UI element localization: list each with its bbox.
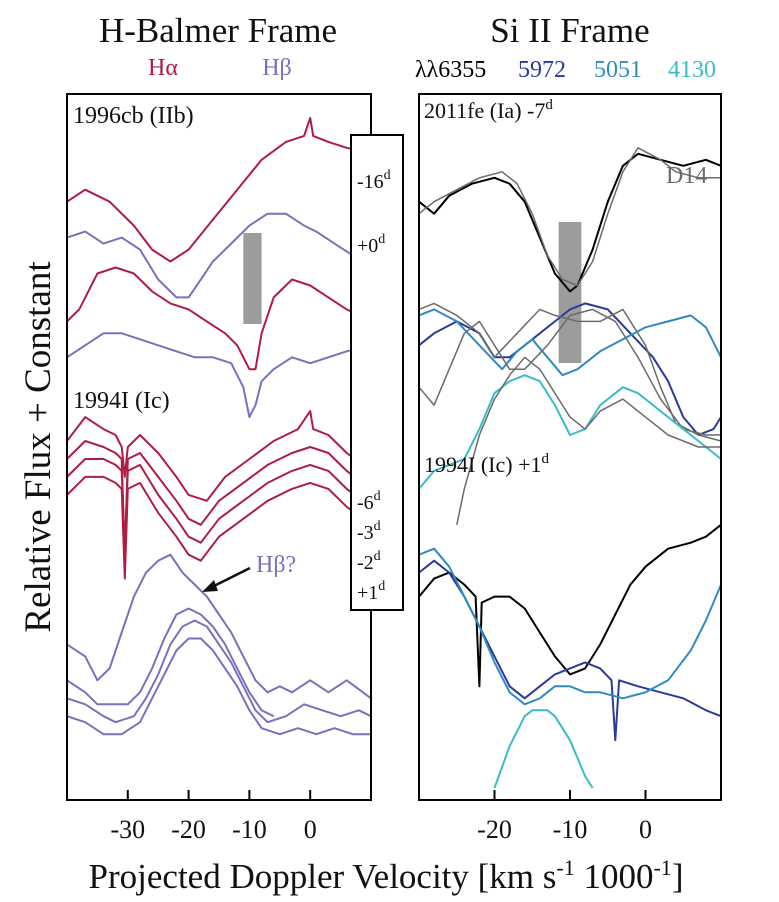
series-line-right-4 bbox=[418, 308, 722, 377]
epoch-label: -6d bbox=[357, 489, 381, 514]
model-label-d14: D14 bbox=[666, 163, 707, 189]
series-line-right-3 bbox=[418, 302, 722, 442]
series-line-left-2 bbox=[66, 266, 372, 371]
series-line-left-10 bbox=[66, 619, 372, 724]
left-panel-frame bbox=[66, 93, 372, 801]
right-series-group bbox=[418, 147, 722, 789]
epoch-label: -16d bbox=[357, 168, 391, 193]
series-line-right-11 bbox=[493, 709, 594, 789]
velocity-shade-left bbox=[243, 233, 262, 324]
series-line-left-7 bbox=[66, 475, 372, 580]
annotation-arrowhead bbox=[202, 580, 218, 592]
series-line-right-9 bbox=[418, 559, 722, 742]
x-tick-label-right: 0 bbox=[639, 815, 652, 844]
series-line-right-7 bbox=[456, 356, 721, 525]
series-line-right-1 bbox=[418, 147, 721, 287]
left-series-group bbox=[66, 116, 372, 736]
series-line-right-10 bbox=[418, 547, 722, 706]
series-line-right-5 bbox=[418, 308, 721, 436]
legend-si6355: λλ6355 bbox=[415, 57, 486, 83]
series-line-left-4 bbox=[66, 410, 372, 502]
x-tick-label-right: -20 bbox=[477, 815, 512, 844]
left-panel-title: H-Balmer Frame bbox=[99, 11, 337, 50]
x-tick-label-right: -10 bbox=[553, 815, 588, 844]
y-axis-label: Relative Flux + Constant bbox=[18, 261, 59, 633]
series-line-left-3 bbox=[66, 332, 372, 419]
series-line-right-2 bbox=[418, 302, 722, 436]
label-1996cb: 1996cb (IIb) bbox=[73, 103, 194, 129]
series-line-left-0 bbox=[66, 116, 372, 263]
hbeta-annotation: Hβ? bbox=[256, 552, 296, 578]
legend-hbeta: Hβ bbox=[262, 55, 292, 81]
series-line-left-8 bbox=[66, 553, 372, 700]
x-tick-label-left: 0 bbox=[304, 815, 317, 844]
legend-si4130: 4130 bbox=[668, 57, 716, 83]
epoch-label: +1d bbox=[357, 579, 385, 604]
right-panel-frame bbox=[418, 93, 722, 801]
series-line-right-6 bbox=[418, 374, 722, 490]
tick-labels: -30 -20 -10 0 -20 -10 0 bbox=[110, 815, 652, 844]
series-line-left-6 bbox=[66, 458, 372, 550]
series-line-left-11 bbox=[66, 637, 371, 736]
series-line-left-1 bbox=[66, 212, 372, 299]
label-1994I-left: 1994I (Ic) bbox=[73, 388, 170, 414]
velocity-shade-right bbox=[558, 222, 582, 363]
x-tick-label-left: -30 bbox=[110, 815, 145, 844]
x-tick-label-left: -20 bbox=[171, 815, 206, 844]
epoch-label: -2d bbox=[357, 549, 381, 574]
right-panel-title: Si II Frame bbox=[490, 11, 649, 50]
axis-ticks bbox=[126, 790, 647, 800]
annotation-arrow-shaft bbox=[213, 566, 251, 588]
series-line-left-9 bbox=[66, 607, 275, 718]
x-tick-label-left: -10 bbox=[232, 815, 267, 844]
epoch-box bbox=[350, 134, 404, 611]
epoch-label: -3d bbox=[357, 519, 381, 544]
label-1994I-right: 1994I (Ic) +1d bbox=[424, 451, 549, 477]
legend-si5051: 5051 bbox=[594, 57, 642, 83]
epoch-label: +0d bbox=[357, 232, 385, 257]
series-line-right-8 bbox=[418, 524, 722, 688]
legend-halpha: Hα bbox=[148, 55, 178, 81]
legend-si5972: 5972 bbox=[518, 57, 566, 83]
series-line-left-5 bbox=[66, 440, 372, 562]
label-2011fe: 2011fe (Ia) -7d bbox=[424, 97, 553, 123]
x-axis-label: Projected Doppler Velocity [km s-1 1000-… bbox=[89, 855, 684, 896]
